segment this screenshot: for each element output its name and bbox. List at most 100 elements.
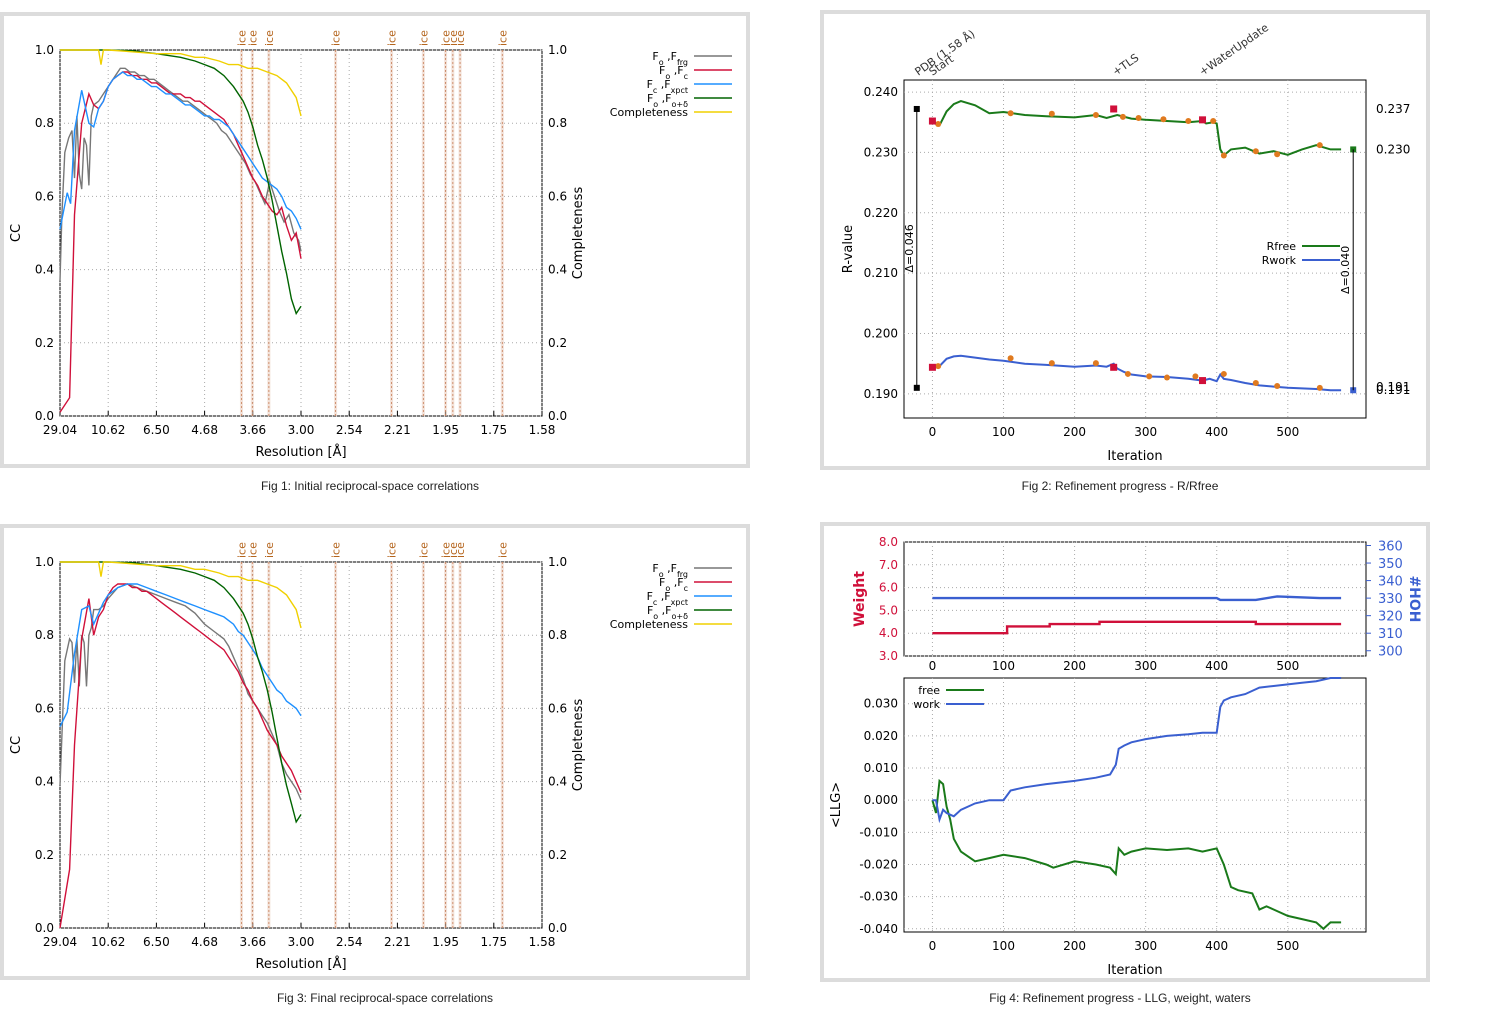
y2-tick-label: 1.0 [548,555,567,569]
ice-ring-label: ice [330,542,343,558]
x-tick-label: 1.75 [480,935,507,949]
milestone-marker [1199,116,1207,124]
hoh-tick-label: 350 [1378,557,1403,572]
y-tick-label: -0.030 [859,890,898,904]
ice-ring-label: ice [440,542,453,558]
series-line [59,71,302,230]
ice-ring-label: ice [386,542,399,558]
event-marker [1119,113,1126,120]
ice-ring-band [500,50,504,416]
weight-tick-label: 4.0 [879,626,898,640]
y2-tick-label: 0.2 [548,336,567,350]
legend-label: Fo ,Fc [659,576,688,593]
y-tick-label: 0.210 [864,266,898,280]
x-tick-label: 0 [929,425,937,439]
x-tick-label: 29.04 [43,423,77,437]
annotation-label: +WaterUpdate [1197,21,1271,79]
event-marker [1210,118,1217,125]
y2-axis-label: Completeness [571,699,586,792]
x-tick-label: 100 [992,939,1015,953]
event-marker [935,363,942,370]
x-tick-label: 6.50 [143,423,170,437]
y-tick-label: 0.030 [864,697,898,711]
hoh-axis-label: #HOH [1406,575,1422,622]
fig1-caption: Fig 1: Initial reciprocal-space correlat… [260,479,480,493]
legend-label: Fc ,Fxpct [647,590,688,607]
y2-axis-label: Completeness [571,187,586,280]
y-axis-label: R-value [841,225,856,273]
event-marker [1048,110,1055,117]
x-tick-label: 1.58 [529,935,556,949]
event-marker [1092,112,1099,119]
ice-ring-label: ice [417,542,430,558]
event-marker [1048,360,1055,367]
ice-ring-label: ice [263,30,276,46]
ice-ring-label: ice [417,30,430,46]
event-marker [1007,110,1014,117]
x-tick-label: 6.50 [143,935,170,949]
right-value-label: 0.237 [1376,102,1410,116]
y-tick-label: 0.240 [864,85,898,99]
ice-ring-label: ice [440,30,453,46]
y-tick-label: 0.200 [864,327,898,341]
ice-ring-band [500,562,504,928]
plot-frame [59,561,543,929]
y-tick-label: 0.230 [864,145,898,159]
weight-tick-label: 6.0 [879,581,898,595]
y-tick-label: 0.6 [35,701,54,715]
ice-ring-label: ice [330,30,343,46]
ice-ring-band [239,562,243,928]
y2-tick-label: 0.8 [548,628,567,642]
ice-ring-label: ice [386,30,399,46]
ice-ring-label: ice [454,30,467,46]
event-marker [1185,118,1192,125]
x-tick-label: 4.68 [191,423,218,437]
fig4-chart: 0 100 200 300 400 500 3.0 4.0 5.0 6.0 7.0 8.0 300 310… [829,535,1422,978]
y-tick-label: 0.8 [35,116,54,130]
y-axis-label: CC [9,224,24,242]
event-marker [1274,383,1281,390]
ice-ring-label: ice [454,542,467,558]
x-tick-label: 10.62 [91,423,125,437]
weight-line [932,620,1342,635]
fig4-caption: Fig 4: Refinement progress - LLG, weight… [989,991,1251,1005]
series-line [932,354,1342,392]
x-tick-label: 2.54 [336,935,363,949]
legend-label: Completeness [610,618,688,631]
plot-frame [903,79,1367,419]
x-tick-label: 3.66 [239,423,266,437]
llg-line [932,677,1342,824]
fig2-caption: Fig 2: Refinement progress - R/Rfree [1021,479,1219,493]
y-tick-label: 0.2 [35,848,54,862]
ice-ring-band [421,562,425,928]
x-tick-label: 2.54 [336,423,363,437]
weight-tick-label: 7.0 [879,558,898,572]
y-tick-label: 0.0 [35,409,54,423]
ice-ring-label: ice [447,542,460,558]
ice-ring-band [390,562,394,928]
ice-ring-band [451,562,455,928]
top-x-tick-label: 300 [1134,659,1157,673]
x-tick-label: 300 [1134,425,1157,439]
event-marker [1220,152,1227,159]
x-tick-label: 10.62 [91,935,125,949]
x-tick-label: 400 [1205,425,1228,439]
y2-tick-label: 0.4 [548,775,567,789]
top-x-tick-label: 500 [1276,659,1299,673]
y2-tick-label: 0.6 [548,189,567,203]
hoh-tick-label: 340 [1378,575,1403,590]
x-tick-label: 500 [1276,425,1299,439]
event-marker [1160,116,1167,123]
y-axis-label: CC [9,736,24,754]
series-line [60,49,302,117]
series-line [931,100,1342,157]
y-tick-label: 0.4 [35,775,54,789]
y-tick-label: 0.2 [35,336,54,350]
legend-label: Fo ,Fo+δ [647,92,688,109]
fig3-panel: 29.04 10.62 6.50 4.68 3.66 3.00 2.54 2.21 1.95 1.… [0,524,750,980]
plot-frame [59,49,543,417]
legend-label: Rfree [1267,240,1297,253]
ice-ring-band [334,562,338,928]
y2-tick-label: 1.0 [548,43,567,57]
weight-axis-label: Weight [852,571,868,627]
